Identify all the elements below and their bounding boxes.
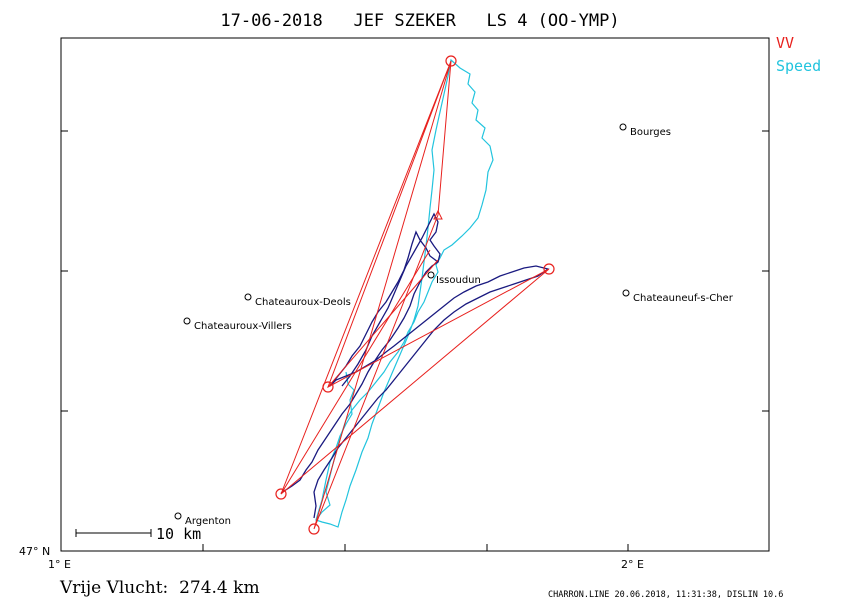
- left-ticks: [61, 130, 68, 412]
- vario-track: [280, 230, 550, 519]
- turnpoint-icon: [308, 523, 320, 535]
- start-marker-icon: [433, 209, 443, 220]
- bottom-ticks: [202, 544, 629, 551]
- speed-track-branch: [315, 371, 355, 521]
- place-marker-icon: [174, 512, 182, 520]
- scale-bar: [75, 529, 152, 537]
- chart-title: 17-06-2018 JEF SZEKER LS 4 (OO-YMP): [220, 11, 619, 31]
- turnpoint-icon: [543, 263, 555, 275]
- place-marker-icon: [183, 317, 191, 325]
- place-label-issoudun: Issoudun: [436, 275, 481, 286]
- turnpoints: [275, 55, 555, 535]
- free-flight-distance: Vrije Vlucht: 274.4 km: [59, 578, 260, 598]
- lat-label: 47° N: [19, 545, 50, 558]
- place-label-chateauroux-villers: Chateauroux-Villers: [194, 321, 292, 332]
- legend-vv: VV: [776, 34, 794, 52]
- turnpoint-icon: [275, 488, 287, 500]
- footer-info: CHARRON.LINE 20.06.2018, 11:31:38, DISLI…: [548, 590, 783, 600]
- place-label-bourges: Bourges: [630, 127, 671, 138]
- place-label-chateauroux-deols: Chateauroux-Deols: [255, 297, 351, 308]
- turnpoint-icon: [445, 55, 457, 67]
- course-leg-extra-2: [280, 249, 431, 495]
- place-marker-icon: [427, 271, 435, 279]
- place-marker-icon: [244, 293, 252, 301]
- course-leg-extra: [327, 259, 439, 388]
- place-label-argenton: Argenton: [185, 516, 231, 527]
- lon-label-1e: 1° E: [48, 558, 71, 571]
- lon-label-2e: 2° E: [621, 558, 644, 571]
- course-legs: [280, 60, 550, 530]
- legend-speed: Speed: [776, 57, 821, 75]
- right-ticks: [762, 130, 769, 412]
- map-frame: [60, 37, 770, 552]
- place-marker-icon: [619, 123, 627, 131]
- place-marker-icon: [622, 289, 630, 297]
- place-label-chateauneuf: Chateauneuf-s-Cher: [633, 293, 734, 304]
- scale-bar-label: 10 km: [156, 525, 201, 543]
- turnpoint-icon: [322, 381, 334, 393]
- place-markers: [174, 123, 630, 520]
